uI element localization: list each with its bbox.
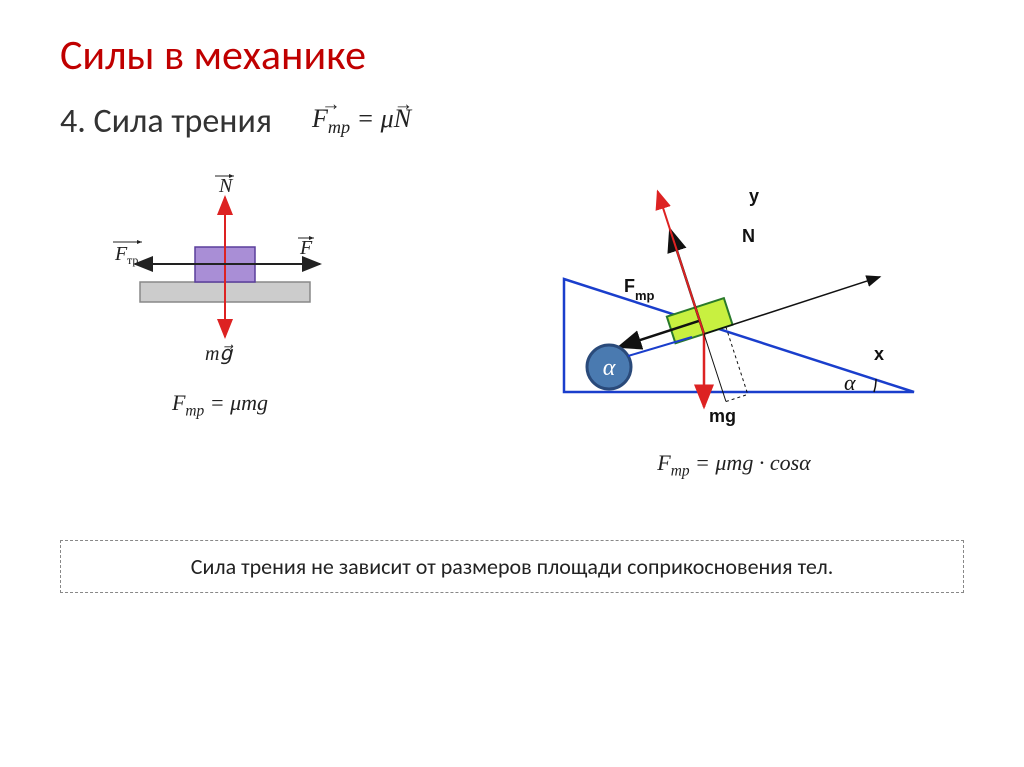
svg-text:N: N: [742, 226, 755, 246]
svg-text:x: x: [874, 344, 884, 364]
svg-text:α: α: [603, 355, 616, 381]
subtitle: 4. Сила трения: [60, 101, 272, 142]
diagram-horizontal: N F F тр mg⃗ Fтр = μmg: [80, 172, 360, 420]
svg-text:тр: тр: [127, 253, 138, 267]
slide-title: Силы в механике: [60, 30, 964, 81]
svg-text:mg⃗: mg⃗: [205, 343, 233, 365]
right-formula: Fтр = μmg · cosα: [524, 450, 944, 480]
svg-text:mg: mg: [709, 406, 736, 426]
diagrams-row: N F F тр mg⃗ Fтр = μmg: [60, 172, 964, 480]
diagram-incline: α: [524, 172, 944, 480]
svg-text:N: N: [218, 175, 234, 197]
left-formula: Fтр = μmg: [80, 390, 360, 420]
subtitle-row: 4. Сила трения Fтр = μN: [60, 101, 964, 142]
svg-text:Fmp: Fmp: [624, 276, 655, 303]
svg-text:α: α: [844, 370, 856, 395]
svg-text:F: F: [114, 243, 128, 265]
svg-text:F: F: [299, 237, 313, 259]
main-formula: Fтр = μN: [312, 104, 411, 138]
svg-text:y: y: [749, 186, 759, 206]
note-box: Сила трения не зависит от размеров площа…: [60, 540, 964, 593]
